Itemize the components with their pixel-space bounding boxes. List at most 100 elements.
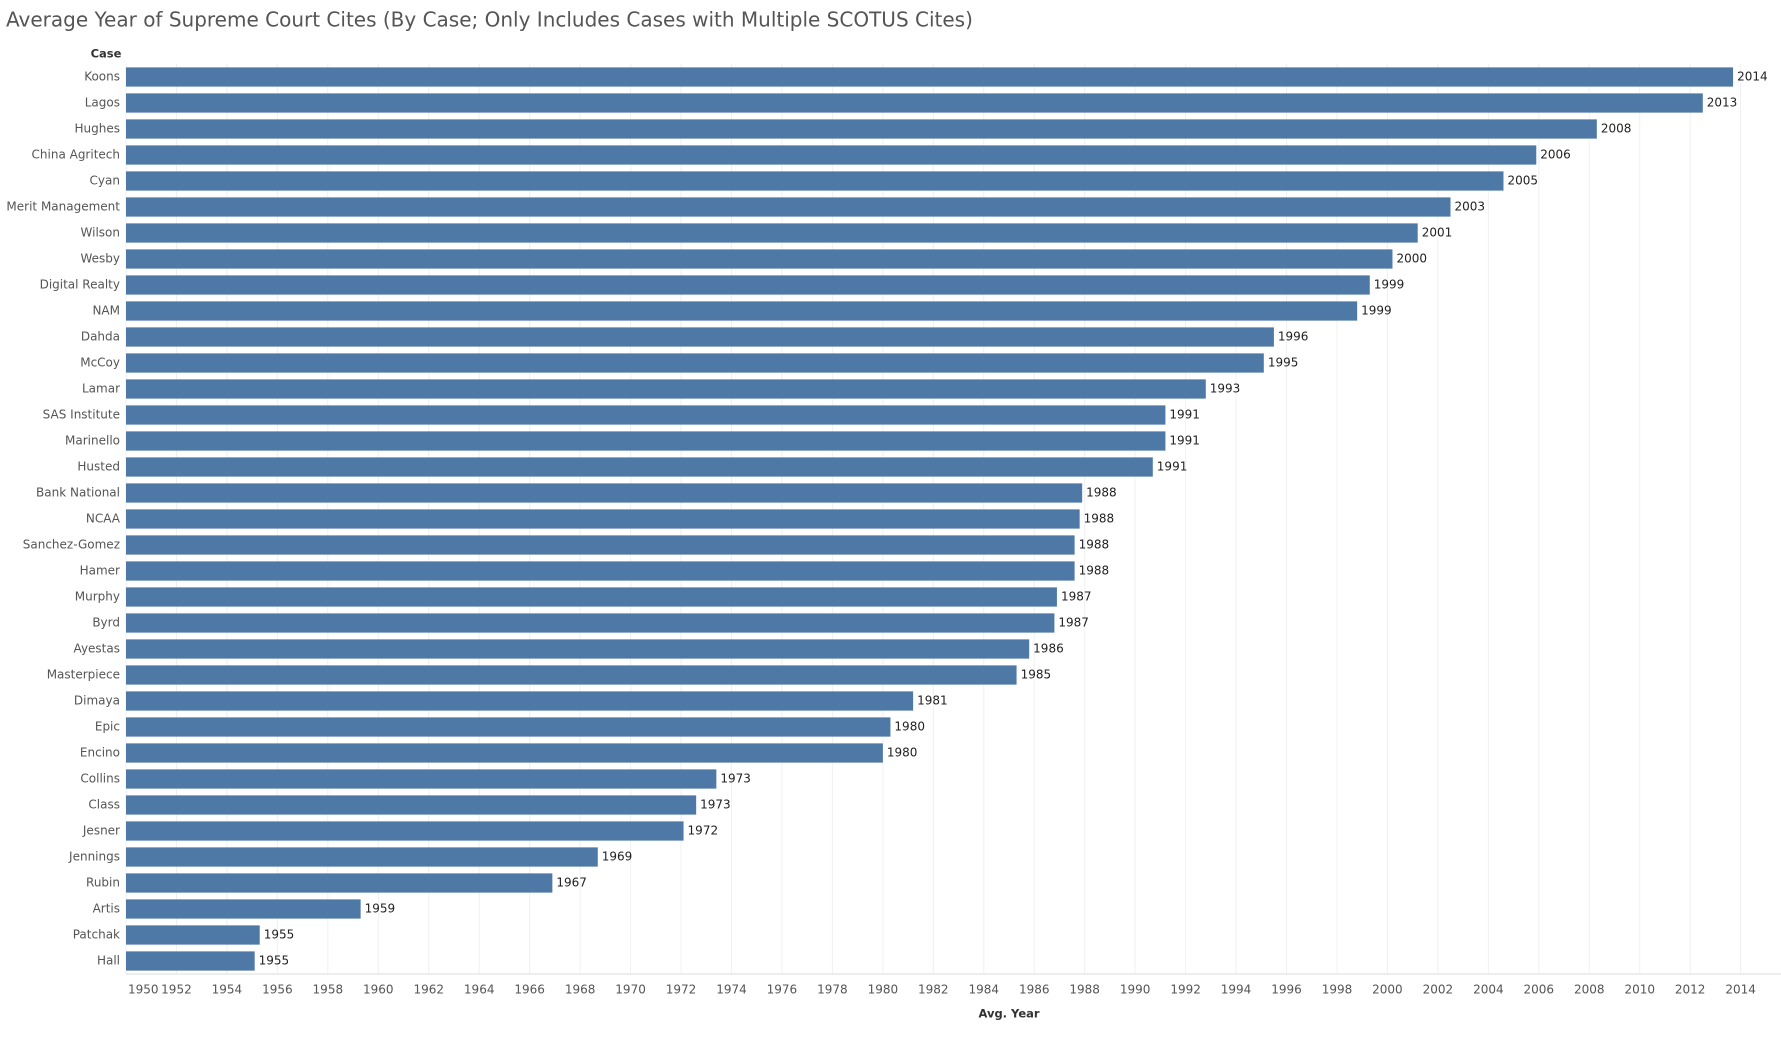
value-label: 1955 [264, 928, 295, 942]
value-label: 2001 [1422, 226, 1453, 240]
value-label: 1986 [1033, 642, 1064, 656]
value-label: 1981 [917, 694, 948, 708]
y-tick-label: NCAA [86, 512, 121, 526]
bar [126, 847, 598, 867]
y-tick-label: Wesby [80, 252, 120, 266]
value-label: 2006 [1540, 148, 1571, 162]
value-label: 2013 [1707, 96, 1738, 110]
x-tick-label: 1978 [817, 983, 848, 997]
y-tick-label: Lagos [85, 96, 120, 110]
x-tick-label: 1966 [514, 983, 545, 997]
bar [126, 67, 1734, 87]
bar [126, 665, 1017, 685]
bar [126, 587, 1057, 607]
y-tick-label: Encino [80, 746, 120, 760]
x-tick-label: 1958 [313, 983, 344, 997]
bar [126, 405, 1166, 425]
y-tick-label: Hughes [75, 122, 121, 136]
bar [126, 327, 1274, 347]
x-tick-label: 2012 [1675, 983, 1706, 997]
value-label: 1959 [365, 902, 396, 916]
x-tick-label: 1986 [1019, 983, 1050, 997]
x-tick-label: 1976 [767, 983, 798, 997]
value-label: 1973 [700, 798, 731, 812]
x-tick-label: 2006 [1524, 983, 1555, 997]
x-tick-label: 1988 [1069, 983, 1100, 997]
bar [126, 743, 883, 763]
y-tick-label: Hamer [80, 564, 120, 578]
y-tick-label: SAS Institute [43, 408, 120, 422]
bar [126, 379, 1206, 399]
value-label: 1987 [1061, 590, 1092, 604]
value-label: 1995 [1268, 356, 1299, 370]
value-label: 1999 [1361, 304, 1392, 318]
bar [126, 925, 260, 945]
y-tick-label: Byrd [92, 616, 120, 630]
value-label: 1987 [1058, 616, 1089, 630]
bar [126, 171, 1504, 191]
bar [126, 353, 1264, 373]
x-tick-label: 1984 [969, 983, 1000, 997]
value-label: 1972 [688, 824, 719, 838]
y-tick-label: Murphy [75, 590, 120, 604]
y-tick-label: Cyan [90, 174, 120, 188]
value-label: 2000 [1396, 252, 1427, 266]
bar [126, 145, 1537, 165]
y-tick-label: Dimaya [74, 694, 120, 708]
bar [126, 769, 717, 789]
bar [126, 431, 1166, 451]
y-tick-label: Marinello [65, 434, 120, 448]
x-tick-label: 1972 [666, 983, 697, 997]
x-tick-label: 1952 [161, 983, 192, 997]
y-tick-label: Jennings [68, 850, 120, 864]
x-tick-label: 1970 [615, 983, 646, 997]
value-label: 1969 [602, 850, 633, 864]
y-tick-label: Merit Management [6, 200, 120, 214]
bar [126, 561, 1075, 581]
bar [126, 509, 1080, 529]
y-tick-label: Wilson [81, 226, 120, 240]
value-label: 1973 [720, 772, 751, 786]
x-tick-label: 1996 [1271, 983, 1302, 997]
value-label: 1955 [259, 954, 290, 968]
x-tick-label: 1974 [716, 983, 747, 997]
chart-title: Average Year of Supreme Court Cites (By … [6, 8, 973, 32]
y-tick-label: Bank National [36, 486, 120, 500]
value-label: 1967 [556, 876, 587, 890]
x-tick-label: 2002 [1423, 983, 1454, 997]
value-label: 1993 [1210, 382, 1241, 396]
bar [126, 301, 1358, 321]
value-label: 2005 [1507, 174, 1538, 188]
value-label: 2003 [1455, 200, 1486, 214]
value-label: 1996 [1278, 330, 1309, 344]
value-label: 1999 [1374, 278, 1405, 292]
y-tick-label: China Agritech [32, 148, 120, 162]
y-tick-label: Digital Realty [40, 278, 120, 292]
bar [126, 613, 1055, 633]
x-tick-label: 2000 [1372, 983, 1403, 997]
x-tick-label: 1998 [1322, 983, 1353, 997]
category-header: Case [91, 47, 122, 61]
value-label: 1991 [1157, 460, 1188, 474]
value-label: 1980 [887, 746, 918, 760]
bar [126, 717, 891, 737]
x-tick-label: 1962 [413, 983, 444, 997]
y-tick-label: Artis [93, 902, 120, 916]
bar [126, 119, 1597, 139]
bar [126, 951, 255, 971]
x-tick-label: 1964 [464, 983, 495, 997]
y-tick-label: NAM [92, 304, 120, 318]
y-tick-label: Sanchez-Gomez [23, 538, 120, 552]
y-tick-label: Rubin [86, 876, 120, 890]
bar [126, 457, 1153, 477]
x-tick-label: 2008 [1574, 983, 1605, 997]
bar [126, 93, 1703, 113]
x-axis-title: Avg. Year [978, 1007, 1039, 1021]
bar [126, 639, 1030, 659]
value-label: 1988 [1079, 564, 1110, 578]
y-tick-label: Dahda [81, 330, 120, 344]
value-label: 1988 [1086, 486, 1117, 500]
bar [126, 795, 697, 815]
x-tick-label: 2010 [1624, 983, 1655, 997]
y-tick-label: Epic [95, 720, 120, 734]
